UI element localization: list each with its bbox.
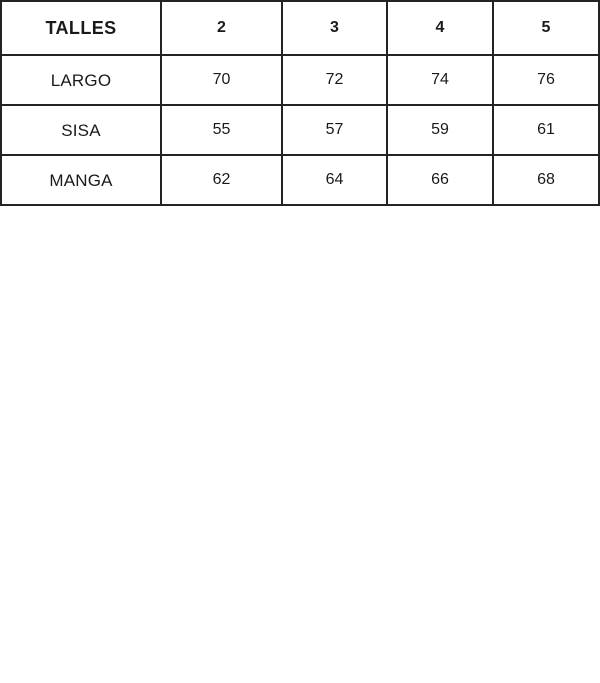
cell-sisa-2: 55 [160, 104, 283, 156]
row-label-sisa: SISA [0, 104, 162, 156]
cell-sisa-5: 61 [492, 104, 600, 156]
cell-largo-3: 72 [281, 54, 388, 106]
cell-largo-5: 76 [492, 54, 600, 106]
table-row: SISA 55 57 59 61 [0, 104, 600, 156]
header-cell-size-5: 5 [492, 0, 600, 56]
size-chart-table: TALLES 2 3 4 5 LARGO 70 72 74 76 SISA 55… [0, 0, 600, 206]
cell-largo-4: 74 [386, 54, 494, 106]
cell-manga-2: 62 [160, 154, 283, 206]
row-label-largo: LARGO [0, 54, 162, 106]
header-cell-talles: TALLES [0, 0, 162, 56]
header-cell-size-2: 2 [160, 0, 283, 56]
size-chart-header: TALLES 2 3 4 5 [0, 0, 600, 56]
table-row: MANGA 62 64 66 68 [0, 154, 600, 206]
row-label-manga: MANGA [0, 154, 162, 206]
cell-largo-2: 70 [160, 54, 283, 106]
table-row: LARGO 70 72 74 76 [0, 54, 600, 106]
header-cell-size-4: 4 [386, 0, 494, 56]
size-chart-body: LARGO 70 72 74 76 SISA 55 57 59 61 MANGA… [0, 54, 600, 206]
cell-manga-3: 64 [281, 154, 388, 206]
cell-manga-5: 68 [492, 154, 600, 206]
cell-sisa-3: 57 [281, 104, 388, 156]
cell-manga-4: 66 [386, 154, 494, 206]
table-header-row: TALLES 2 3 4 5 [0, 0, 600, 56]
header-cell-size-3: 3 [281, 0, 388, 56]
cell-sisa-4: 59 [386, 104, 494, 156]
